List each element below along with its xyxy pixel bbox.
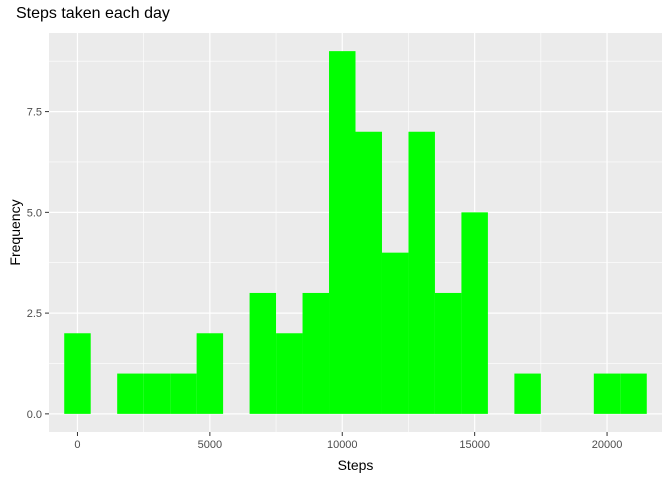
x-tick-label: 0	[74, 439, 80, 451]
histogram-bar	[196, 333, 224, 414]
histogram-bar	[461, 212, 488, 414]
x-axis-title: Steps	[338, 457, 374, 473]
x-tick-label: 20000	[592, 439, 623, 451]
y-axis-title: Frequency	[7, 199, 23, 265]
histogram-bars	[64, 51, 647, 414]
x-tick-label: 5000	[198, 439, 222, 451]
x-axis: 0 5000 10000 15000 20000	[74, 432, 622, 451]
histogram-bar	[355, 131, 382, 414]
histogram-bar	[64, 333, 91, 414]
histogram-bar	[620, 373, 647, 414]
histogram-bar	[593, 373, 621, 414]
y-tick-label: 7.5	[27, 107, 42, 119]
histogram-bar	[381, 252, 409, 414]
histogram-bar	[329, 51, 356, 414]
y-axis: 0.0 2.5 5.0 7.5	[27, 107, 49, 421]
histogram-bar	[117, 373, 144, 414]
histogram-bar	[302, 292, 330, 414]
y-tick-label: 2.5	[27, 308, 42, 320]
histogram-bar	[514, 373, 541, 414]
y-tick-label: 0.0	[27, 409, 42, 421]
chart-title: Steps taken each day	[16, 5, 170, 22]
histogram-bar	[408, 131, 435, 414]
x-tick-label: 15000	[459, 439, 490, 451]
y-tick-label: 5.0	[27, 207, 42, 219]
histogram-bar	[170, 373, 197, 414]
histogram-bar	[143, 373, 171, 414]
histogram-bar	[249, 292, 277, 414]
histogram-bar	[276, 333, 303, 414]
x-tick-label: 10000	[327, 439, 358, 451]
histogram-bar	[434, 292, 462, 414]
